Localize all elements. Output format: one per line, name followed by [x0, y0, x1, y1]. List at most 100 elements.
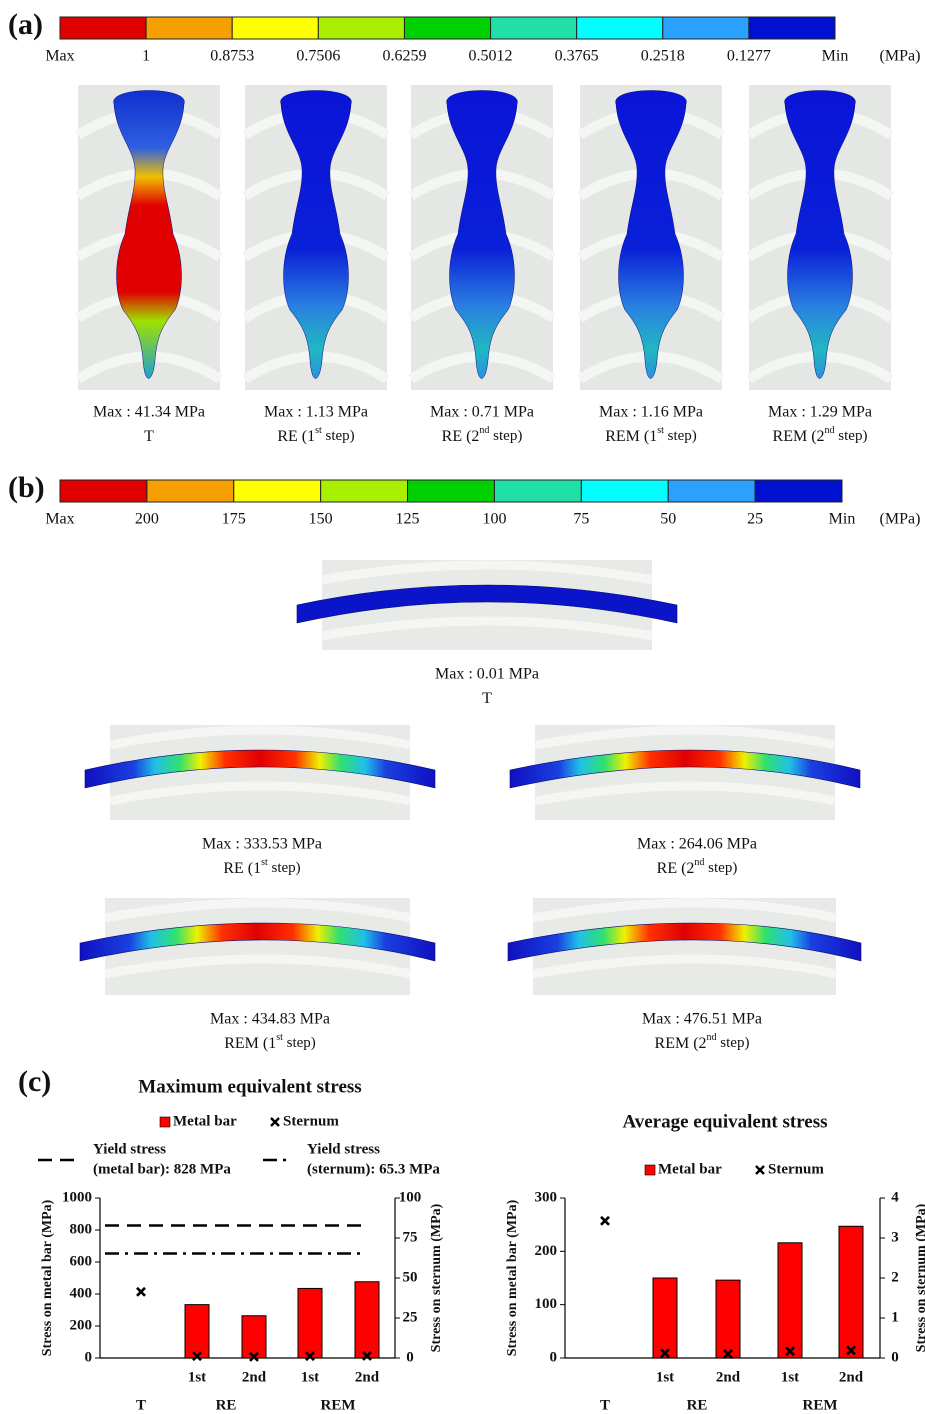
case-name: RE (2: [442, 428, 480, 445]
colorbar-segment: [494, 480, 581, 502]
reference-legend-label: (metal bar): 828 MPa: [93, 1161, 231, 1177]
colorbar-label: Min: [822, 48, 849, 65]
colorbar-segment: [146, 17, 232, 39]
caption-max: Max : 333.53 MPa: [202, 836, 322, 853]
colorbar-segment: [663, 17, 749, 39]
legend-marker: [756, 1166, 764, 1174]
sternum-marker: [137, 1288, 145, 1296]
y-tick-label: 0: [85, 1349, 93, 1365]
legend-label: Metal bar: [173, 1113, 237, 1129]
caption-case: T: [144, 428, 154, 445]
case-tail: step): [717, 1035, 750, 1051]
colorbar-unit: (MPa): [880, 511, 921, 528]
caption-case: REM (2nd step): [773, 425, 868, 444]
metal-bar-column: [355, 1282, 379, 1358]
caption-case: RE (1st step): [277, 425, 354, 444]
reference-legend-label: Yield stress: [93, 1141, 166, 1157]
caption-case: RE (1st step): [223, 857, 300, 876]
colorbar-unit: (MPa): [880, 48, 921, 65]
metal-bar-column: [298, 1288, 322, 1358]
colorbar-segment: [581, 480, 668, 502]
y2-tick-label: 4: [891, 1189, 899, 1205]
metal-bar-column: [185, 1305, 209, 1358]
y2-axis-label: Stress on sternum (MPa): [429, 1203, 444, 1352]
metal-bar-column: [778, 1243, 802, 1358]
colorbar-label: 0.6259: [382, 48, 426, 65]
colorbar-segment: [749, 17, 835, 39]
y-axis-label: Stress on metal bar (MPa): [505, 1199, 520, 1356]
colorbar-segment: [491, 17, 577, 39]
colorbar-segment: [321, 480, 408, 502]
colorbar-segment: [408, 480, 495, 502]
y-axis-label: Stress on metal bar (MPa): [40, 1199, 55, 1356]
case-name: T: [144, 428, 154, 445]
legend-marker: [271, 1118, 279, 1126]
colorbar-segment: [60, 17, 146, 39]
caption-max: Max : 41.34 MPa: [93, 404, 205, 421]
y-tick-label: 100: [535, 1296, 558, 1312]
metal-bar-column: [242, 1316, 266, 1358]
legend-swatch: [160, 1117, 170, 1127]
case-name: RE (2: [657, 860, 695, 877]
y-tick-label: 600: [70, 1253, 93, 1269]
case-tail: step): [322, 428, 355, 444]
case-name: RE (1: [223, 860, 261, 877]
case-tail: step): [489, 428, 522, 444]
case-tail: step): [268, 860, 301, 876]
sternum-marker: [601, 1217, 609, 1225]
colorbar-label: 0.1277: [727, 48, 771, 65]
colorbar-label: 75: [573, 511, 589, 528]
case-sup: nd: [694, 857, 704, 868]
caption-case: RE (2nd step): [657, 857, 738, 876]
y2-tick-label: 25: [403, 1309, 418, 1325]
y2-tick-label: 1: [891, 1309, 899, 1325]
case-tail: step): [664, 428, 697, 444]
caption-max: Max : 1.13 MPa: [264, 404, 368, 421]
panel-label: (c): [18, 1065, 51, 1098]
legend-swatch: [645, 1165, 655, 1175]
metal-bar-column: [716, 1280, 740, 1358]
colorbar-label: 25: [747, 511, 763, 528]
x-tick-label: 2nd: [355, 1369, 380, 1385]
case-sup: nd: [825, 425, 835, 436]
case-name: REM (2: [655, 1035, 707, 1052]
colorbar-segment: [577, 17, 663, 39]
caption-case: T: [482, 690, 492, 707]
figure: (a)Max10.87530.75060.62590.50120.37650.2…: [0, 0, 925, 1414]
x-tick-label: 2nd: [242, 1369, 267, 1385]
y-tick-label: 0: [550, 1349, 558, 1365]
x-group-label: T: [136, 1397, 146, 1413]
colorbar-label: 175: [222, 511, 246, 528]
colorbar-label: Max: [45, 511, 74, 528]
x-tick-label: 1st: [656, 1369, 674, 1385]
x-group-label: REM: [321, 1397, 356, 1413]
x-tick-label: 1st: [301, 1369, 319, 1385]
colorbar-segment: [234, 480, 321, 502]
y-tick-label: 1000: [62, 1189, 92, 1205]
colorbar-segment: [668, 480, 755, 502]
case-name: REM (2: [773, 428, 825, 445]
case-tail: step): [835, 428, 868, 444]
colorbar-label: Max: [45, 48, 74, 65]
caption-case: REM (2nd step): [655, 1032, 750, 1051]
reference-legend-label: (sternum): 65.3 MPa: [307, 1161, 440, 1177]
colorbar-label: 0.7506: [296, 48, 340, 65]
x-group-label: RE: [216, 1397, 237, 1413]
x-group-label: REM: [803, 1397, 838, 1413]
case-name: RE (1: [277, 428, 315, 445]
panel-label: (a): [8, 8, 43, 41]
y-tick-label: 800: [70, 1221, 93, 1237]
colorbar-label: 0.2518: [641, 48, 685, 65]
y-tick-label: 300: [535, 1189, 558, 1205]
legend-label: Sternum: [283, 1113, 339, 1129]
y2-tick-label: 0: [891, 1349, 899, 1365]
x-tick-label: 2nd: [716, 1369, 741, 1385]
legend-label: Sternum: [768, 1161, 824, 1177]
x-tick-label: 1st: [781, 1369, 799, 1385]
caption-case: RE (2nd step): [442, 425, 523, 444]
y2-tick-label: 0: [406, 1349, 414, 1365]
colorbar-segment: [404, 17, 490, 39]
caption-max: Max : 476.51 MPa: [642, 1011, 762, 1028]
colorbar-label: 50: [660, 511, 676, 528]
panel-label: (b): [8, 471, 45, 504]
